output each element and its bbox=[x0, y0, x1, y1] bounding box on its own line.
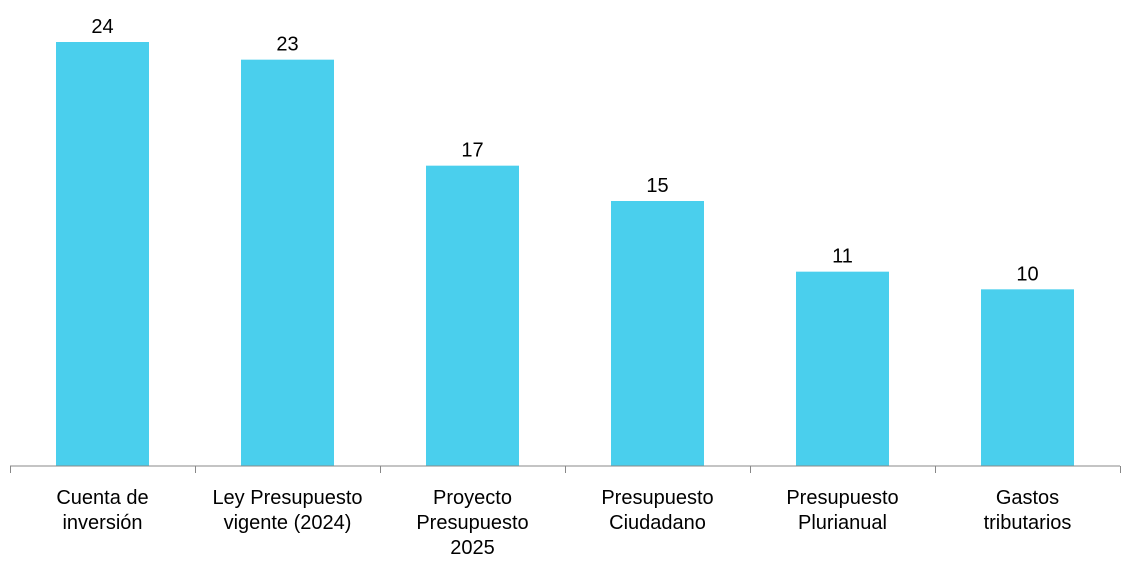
x-axis bbox=[10, 465, 1121, 473]
category-label-line: vigente (2024) bbox=[224, 512, 352, 534]
bar bbox=[981, 289, 1074, 466]
data-label: 24 bbox=[91, 16, 113, 38]
data-label: 23 bbox=[276, 34, 298, 56]
data-label: 11 bbox=[832, 246, 853, 268]
category-label-line: Gastos bbox=[996, 487, 1059, 509]
category-label-line: Proyecto bbox=[433, 487, 512, 509]
category-label-line: 2025 bbox=[450, 537, 495, 559]
category-label-line: Ciudadano bbox=[609, 512, 706, 534]
data-label: 10 bbox=[1016, 263, 1038, 285]
bars-group bbox=[56, 42, 1074, 467]
bar bbox=[796, 271, 889, 466]
bar bbox=[241, 59, 334, 467]
category-label-line: Cuenta de bbox=[56, 487, 148, 509]
category-label-line: Presupuesto bbox=[601, 487, 713, 509]
category-label: Proyecto Presupuesto 2025 bbox=[416, 487, 528, 559]
category-label: Gastos tributarios bbox=[984, 487, 1072, 534]
data-label: 17 bbox=[461, 140, 483, 162]
category-label: Cuenta de inversión bbox=[56, 487, 148, 534]
bar bbox=[426, 165, 519, 466]
category-label-line: Plurianual bbox=[798, 512, 887, 534]
category-label-line: Presupuesto bbox=[786, 487, 898, 509]
category-label: Ley Presupuesto vigente (2024) bbox=[212, 487, 362, 534]
category-label: Presupuesto Plurianual bbox=[786, 487, 898, 534]
bar bbox=[611, 201, 704, 466]
category-label: Presupuesto Ciudadano bbox=[601, 487, 713, 534]
bar bbox=[56, 42, 149, 466]
category-labels-group: Cuenta de inversión Ley Presupuesto vigente… bbox=[56, 487, 1071, 559]
category-label-line: inversión bbox=[62, 512, 142, 534]
category-label-line: Presupuesto bbox=[416, 512, 528, 534]
data-label: 15 bbox=[646, 175, 668, 197]
category-label-line: Ley Presupuesto bbox=[212, 487, 362, 509]
value-labels-group: 24 23 17 15 11 10 bbox=[91, 16, 1038, 285]
category-label-line: tributarios bbox=[984, 512, 1072, 534]
